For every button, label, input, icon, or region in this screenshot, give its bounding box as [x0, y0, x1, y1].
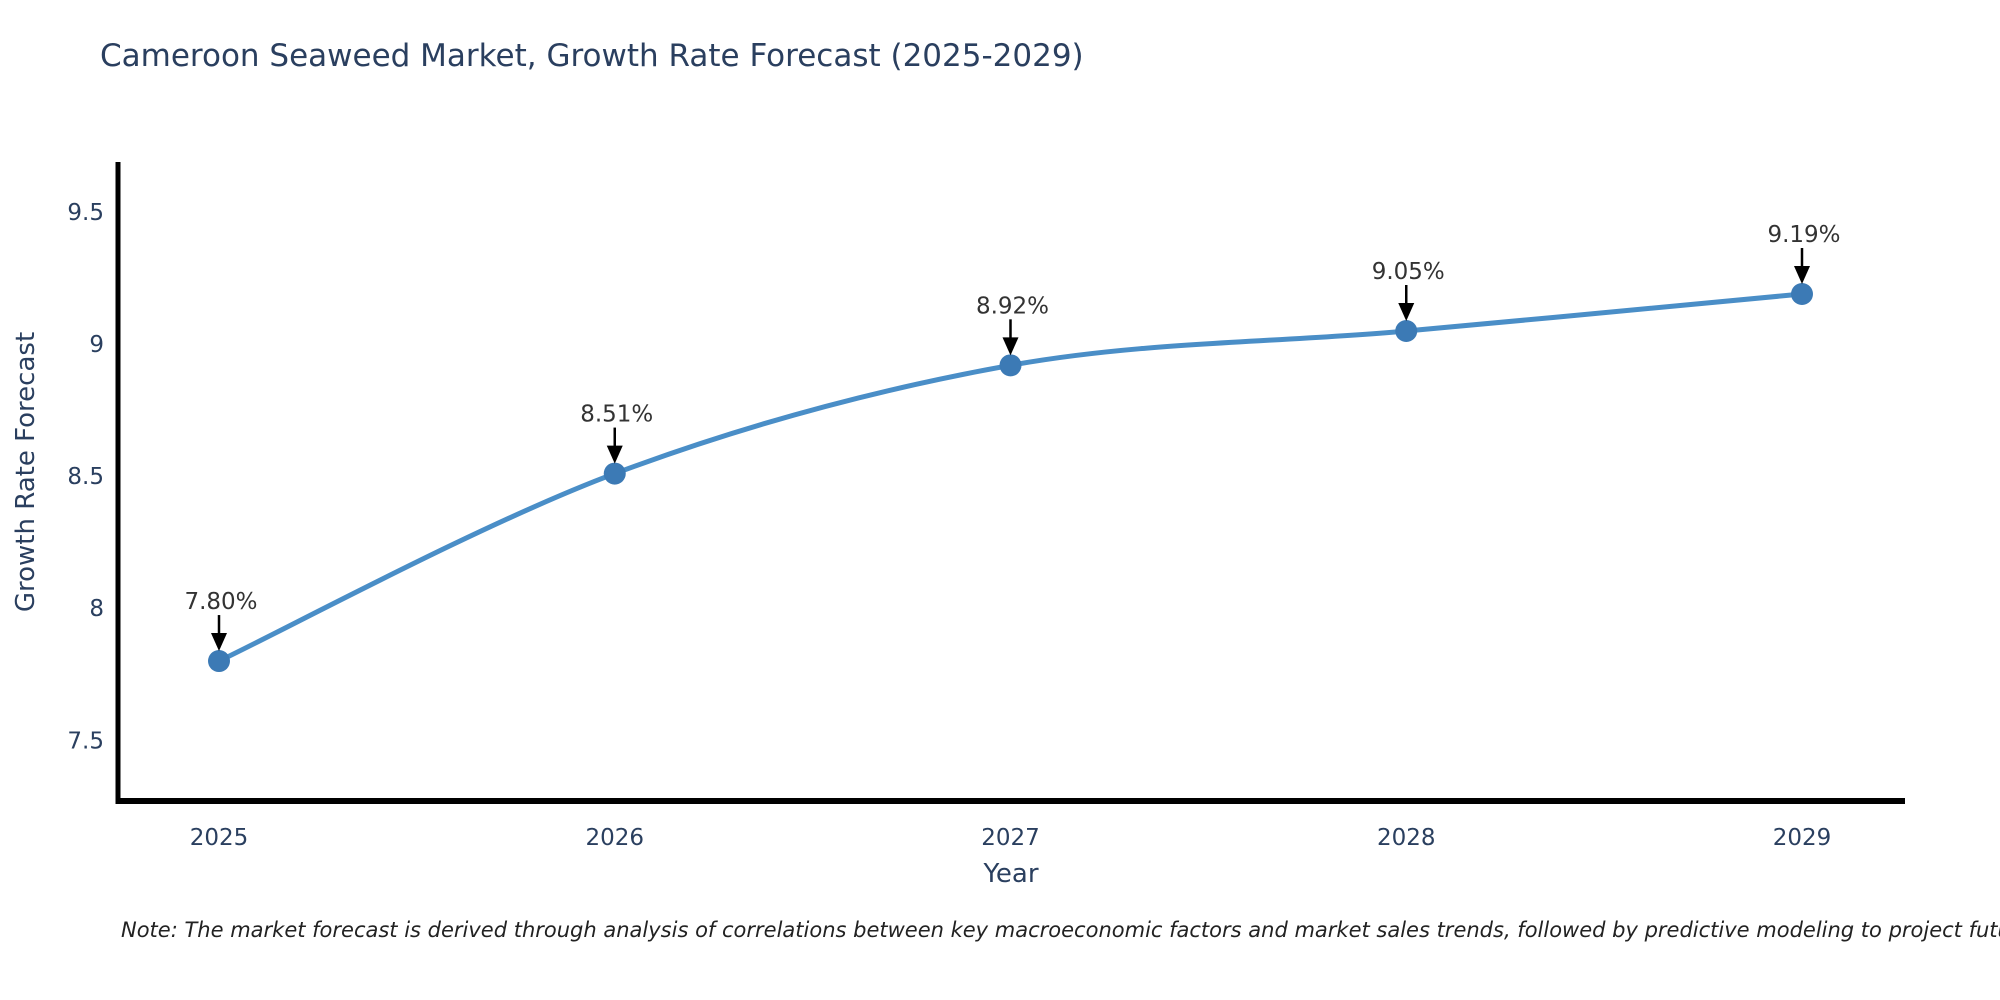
y-axis-title: Growth Rate Forecast	[11, 332, 41, 612]
x-tick-label: 2026	[585, 825, 644, 851]
annotation-arrowhead	[606, 445, 623, 464]
x-tick-label: 2029	[1773, 825, 1832, 851]
y-tick-label: 9	[89, 332, 104, 358]
x-tick-label: 2027	[981, 825, 1040, 851]
annotation-arrowhead	[1794, 266, 1810, 285]
footnote-text: Note: The market forecast is derived thr…	[121, 918, 2000, 942]
data-point-marker	[208, 650, 230, 673]
annotation-arrowhead	[1398, 302, 1415, 321]
data-point-label: 8.51%	[580, 402, 653, 428]
data-point-label: 7.80%	[184, 589, 257, 615]
chart-title: Cameroon Seaweed Market, Growth Rate For…	[100, 38, 1084, 74]
x-tick-label: 2028	[1377, 825, 1436, 851]
y-tick-label: 7.5	[67, 728, 104, 754]
annotation-arrowhead	[211, 633, 227, 652]
y-tick-label: 8	[89, 596, 104, 622]
data-point-label: 8.92%	[976, 293, 1049, 319]
data-point-marker	[999, 354, 1022, 377]
data-point-marker	[603, 462, 626, 485]
y-tick-label: 9.5	[67, 200, 104, 226]
x-tick-label: 2025	[190, 825, 249, 851]
x-axis-title: Year	[982, 859, 1038, 889]
data-point-marker	[1791, 283, 1813, 306]
data-point-marker	[1395, 319, 1418, 342]
annotation-arrowhead	[1002, 337, 1019, 356]
y-tick-label: 8.5	[67, 464, 104, 490]
data-point-label: 9.19%	[1767, 222, 1840, 248]
data-point-label: 9.05%	[1372, 259, 1445, 285]
